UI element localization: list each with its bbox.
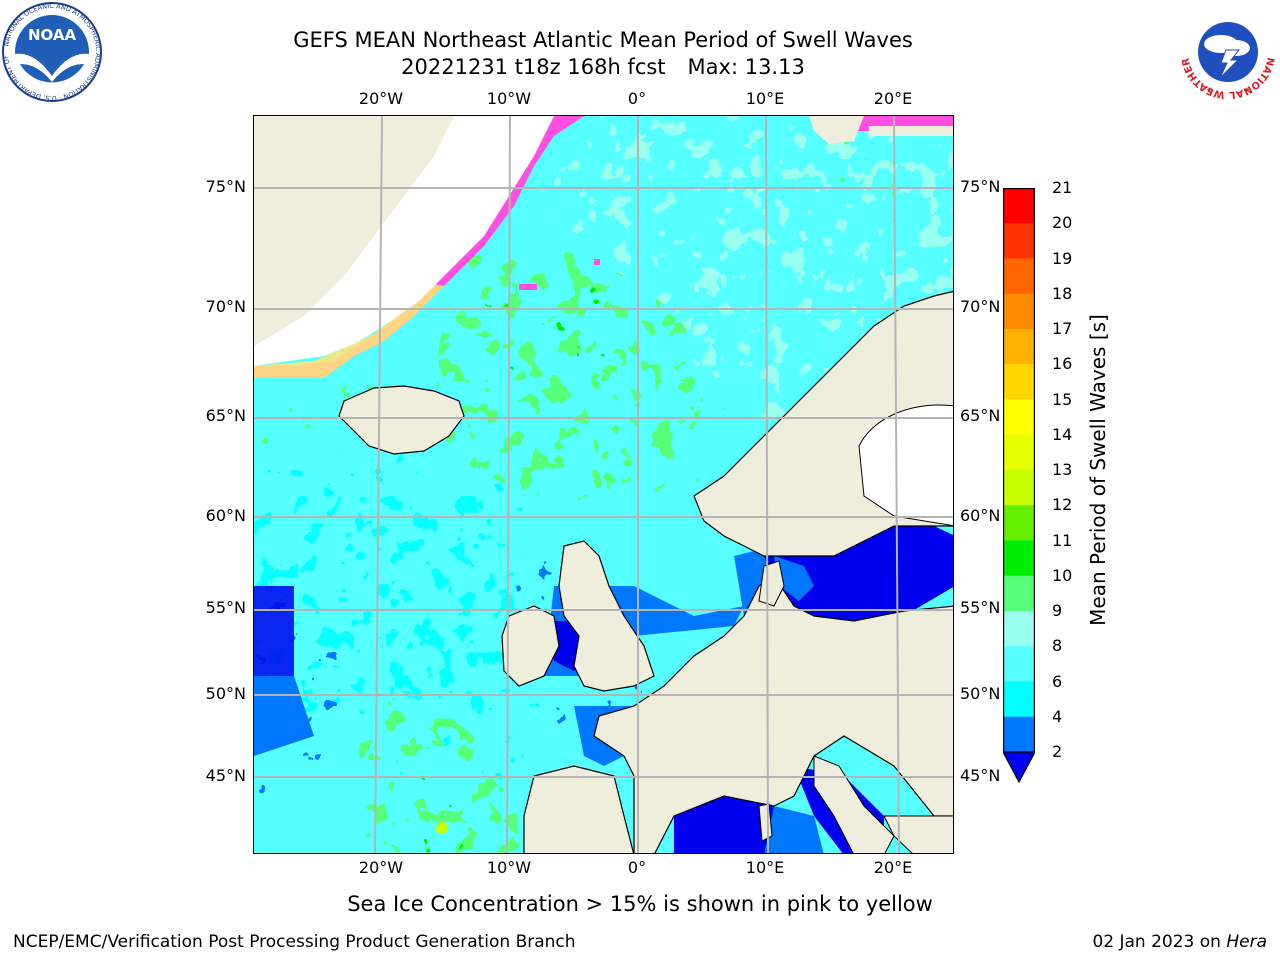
colorbar-band [1003, 505, 1035, 542]
noaa-logo: NATIONAL OCEANIC AND ATMOSPHERIC ADMINIS… [0, 0, 104, 102]
colorbar-band [1003, 223, 1035, 260]
lon-label-top: 10°E [745, 89, 785, 108]
colorbar-band [1003, 470, 1035, 506]
footer-credit: NCEP/EMC/Verification Post Processing Pr… [13, 932, 576, 952]
lat-label-right: 50°N [960, 684, 1001, 703]
colorbar-tick-label: 14 [1052, 424, 1073, 444]
lon-label-bottom: 20°E [873, 858, 913, 877]
colorbar-band [1003, 434, 1035, 471]
colorbar-tick-label: 21 [1052, 178, 1073, 197]
colorbar-tick-label: 18 [1052, 283, 1073, 303]
colorbar-tick-label: 15 [1052, 389, 1073, 409]
colorbar-tick-label: 9 [1052, 601, 1063, 620]
colorbar-tick-label: 13 [1052, 460, 1073, 479]
colorbar-band [1003, 716, 1035, 753]
lon-label-top: 10°W [486, 89, 532, 108]
lon-label-top: 20°W [358, 89, 404, 108]
colorbar-tick-label: 17 [1052, 319, 1073, 338]
svg-text:★: ★ [1244, 86, 1250, 94]
lon-label-bottom: 10°W [486, 858, 532, 877]
colorbar-band [1003, 611, 1035, 647]
lat-label-right: 55°N [960, 598, 1001, 617]
colorbar-tick-label: 10 [1052, 565, 1073, 585]
colorbar-tick-label: 16 [1052, 354, 1073, 374]
colorbar-tick-label: 4 [1052, 706, 1063, 726]
graticule [254, 116, 953, 853]
colorbar-band [1003, 293, 1035, 330]
lat-label-left: 70°N [205, 297, 246, 316]
colorbar-band [1003, 575, 1035, 612]
footer-host: Hera [1226, 932, 1267, 952]
colorbar-band [1003, 399, 1035, 436]
colorbar-band [1003, 329, 1035, 365]
lat-label-left: 45°N [205, 766, 246, 785]
colorbar-band [1003, 258, 1035, 295]
chart-subtitle: 20221231 t18z 168h fcst Max: 13.13 [0, 54, 1206, 80]
lat-label-right: 65°N [960, 406, 1001, 425]
colorbar-tick-label: 12 [1052, 495, 1073, 515]
max-value: Max: 13.13 [687, 55, 805, 79]
lat-label-left: 55°N [205, 598, 246, 617]
colorbar-tick-label: 11 [1052, 530, 1073, 550]
colorbar-tick-label: 6 [1052, 671, 1063, 691]
svg-text:★: ★ [1206, 86, 1212, 94]
lat-label-right: 60°N [960, 506, 1001, 525]
lat-label-right: 45°N [960, 766, 1001, 785]
colorbar-tick-label: 2 [1052, 742, 1063, 761]
noaa-logo-text: NOAA [28, 26, 77, 44]
colorbar-band [1003, 364, 1035, 401]
lat-label-left: 60°N [205, 506, 246, 525]
chart-title: GEFS MEAN Northeast Atlantic Mean Period… [293, 28, 913, 52]
footer-date: 02 Jan 2023 on Hera [1092, 932, 1267, 952]
lon-label-top: 20°E [873, 89, 913, 108]
colorbar-tick-label: 20 [1052, 213, 1073, 233]
run-info: 20221231 t18z 168h fcst [401, 55, 666, 79]
lon-label-top: 0° [627, 89, 647, 108]
lat-label-right: 75°N [960, 177, 1001, 196]
colorbar-tick-label: 19 [1052, 248, 1073, 268]
map-panel [253, 115, 954, 854]
colorbar-band [1003, 540, 1035, 577]
colorbar-band [1003, 188, 1035, 224]
colorbar-band [1003, 681, 1035, 718]
colorbar-band [1003, 646, 1035, 683]
lon-label-bottom: 20°W [358, 858, 404, 877]
colorbar-extend-triangle [1003, 751, 1035, 783]
nws-logo: NATIONAL WEATHER SERVICE ★ ★ [1172, 0, 1280, 102]
sea-ice-note: Sea Ice Concentration > 15% is shown in … [347, 892, 933, 916]
colorbar-tick-label: 8 [1052, 636, 1063, 656]
lon-label-bottom: 0° [627, 858, 647, 877]
lat-label-right: 70°N [960, 297, 1001, 316]
lat-label-left: 65°N [205, 406, 246, 425]
lat-label-left: 50°N [205, 684, 246, 703]
lat-label-left: 75°N [205, 177, 246, 196]
colorbar [1003, 188, 1035, 783]
lon-label-bottom: 10°E [745, 858, 785, 877]
